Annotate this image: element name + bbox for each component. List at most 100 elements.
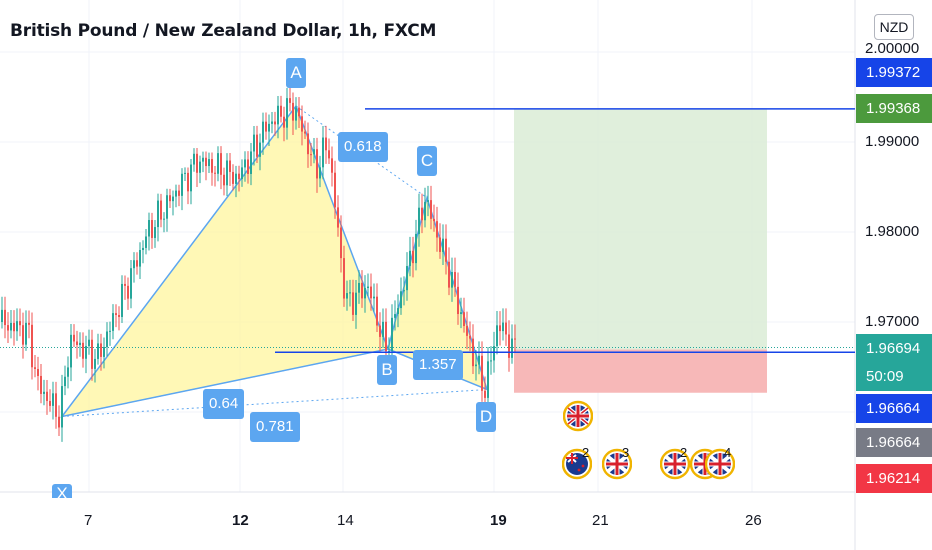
candle-body bbox=[175, 190, 177, 197]
candle-body bbox=[454, 272, 456, 287]
candle-body bbox=[106, 331, 108, 347]
ratio-label-ab[interactable]: 0.618 bbox=[338, 132, 388, 162]
pattern-ratio-line bbox=[61, 348, 389, 417]
candle-body bbox=[22, 325, 24, 345]
candle-body bbox=[52, 393, 54, 406]
candle-body bbox=[493, 346, 495, 361]
candle-body bbox=[121, 283, 123, 317]
candle-body bbox=[499, 325, 501, 332]
candle-body bbox=[424, 201, 426, 221]
candle-body bbox=[349, 292, 351, 294]
candle-body bbox=[220, 153, 222, 175]
candle-body bbox=[118, 315, 120, 317]
candle-body bbox=[115, 313, 117, 316]
candle-body bbox=[37, 368, 39, 376]
candle-body bbox=[100, 343, 102, 357]
candle-body bbox=[253, 134, 255, 152]
candle-body bbox=[430, 200, 432, 219]
candle-body bbox=[67, 367, 69, 377]
ratio-label-xd[interactable]: 0.781 bbox=[250, 412, 300, 442]
candle-body bbox=[97, 343, 99, 359]
gb-flag-icon[interactable] bbox=[659, 447, 691, 486]
candle-body bbox=[307, 133, 309, 155]
candle-body bbox=[79, 342, 81, 345]
candle-body bbox=[412, 250, 414, 264]
candle-body bbox=[406, 266, 408, 291]
candle-body bbox=[289, 98, 291, 103]
candle-body bbox=[160, 200, 162, 220]
ratio-label-bd[interactable]: 1.357 bbox=[413, 350, 463, 380]
candle-body bbox=[178, 190, 180, 196]
candle-body bbox=[1, 309, 3, 322]
candle-body bbox=[283, 116, 285, 128]
candle-body bbox=[352, 292, 354, 315]
candle-body bbox=[133, 260, 135, 269]
gb-flag-icon[interactable] bbox=[562, 399, 594, 438]
candle-body bbox=[274, 121, 276, 125]
pattern-point-d[interactable]: D bbox=[476, 402, 496, 432]
event-count: 4 bbox=[724, 445, 732, 460]
candle-body bbox=[355, 292, 357, 315]
candle-body bbox=[46, 391, 48, 401]
candle-body bbox=[148, 220, 150, 237]
candle-body bbox=[328, 150, 330, 159]
candle-body bbox=[514, 338, 516, 340]
candle-body bbox=[361, 282, 363, 299]
nz-flag-icon[interactable] bbox=[561, 447, 593, 486]
candle-body bbox=[187, 172, 189, 192]
candle-body bbox=[382, 321, 384, 337]
candle-body bbox=[259, 142, 261, 157]
candle-body bbox=[316, 149, 318, 179]
pattern-point-b[interactable]: B bbox=[377, 355, 397, 385]
bar-countdown: 50:09 bbox=[856, 362, 932, 391]
candle-body bbox=[478, 355, 480, 365]
x-tick-label: 19 bbox=[490, 512, 507, 529]
candle-body bbox=[154, 227, 156, 238]
candle-body bbox=[82, 342, 84, 359]
candle-body bbox=[490, 360, 492, 362]
candle-body bbox=[442, 238, 444, 252]
candle-body bbox=[127, 285, 129, 299]
candle-body bbox=[304, 131, 306, 134]
candle-body bbox=[403, 290, 405, 292]
candle-body bbox=[28, 322, 30, 325]
candle-body bbox=[436, 221, 438, 238]
y-tick-label: 1.97000 bbox=[865, 313, 920, 330]
currency-button[interactable]: NZD bbox=[874, 14, 914, 40]
candle-body bbox=[277, 105, 279, 125]
pattern-point-x[interactable]: X bbox=[52, 484, 72, 498]
candle-body bbox=[415, 233, 417, 264]
candle-body bbox=[325, 137, 327, 151]
pattern-ratio-line bbox=[295, 105, 428, 199]
candle-body bbox=[184, 172, 186, 174]
candle-body bbox=[481, 355, 483, 391]
pattern-point-a[interactable]: A bbox=[286, 58, 306, 88]
candle-body bbox=[190, 164, 192, 192]
candle-body bbox=[511, 338, 513, 358]
candle-body bbox=[109, 330, 111, 332]
candle-body bbox=[19, 321, 21, 326]
candle-body bbox=[427, 200, 429, 202]
candle-body bbox=[322, 137, 324, 168]
candle-body bbox=[10, 322, 12, 331]
candle-body bbox=[508, 334, 510, 358]
candle-body bbox=[61, 386, 63, 428]
ratio-label-xb[interactable]: 0.64 bbox=[203, 389, 245, 419]
candle-body bbox=[286, 98, 288, 128]
candle-body bbox=[13, 322, 15, 332]
x-tick-label: 12 bbox=[232, 512, 249, 529]
gb-flag-icon[interactable] bbox=[601, 447, 633, 486]
candle-body bbox=[73, 334, 75, 342]
price-tag-entry: 1.96664 bbox=[856, 428, 932, 457]
candle-body bbox=[421, 207, 423, 221]
candle-body bbox=[130, 268, 132, 299]
event-count: 2 bbox=[582, 445, 590, 460]
candle-body bbox=[217, 153, 219, 174]
pattern-point-c[interactable]: C bbox=[417, 146, 437, 176]
candle-body bbox=[367, 286, 369, 289]
candle-body bbox=[397, 308, 399, 315]
candle-body bbox=[88, 339, 90, 347]
candle-body bbox=[181, 173, 183, 196]
gb-flag-icon[interactable] bbox=[704, 447, 736, 486]
